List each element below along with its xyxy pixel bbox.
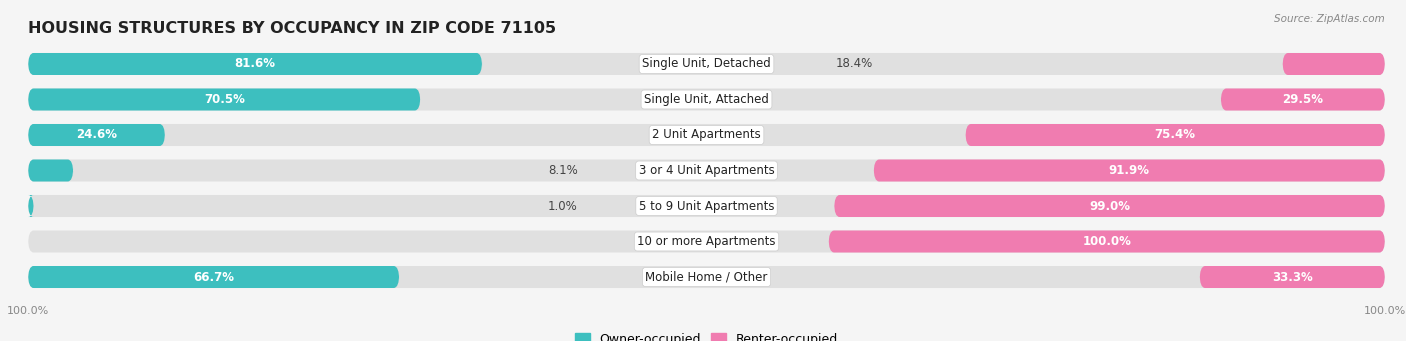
FancyBboxPatch shape (28, 124, 1385, 146)
Text: 5 to 9 Unit Apartments: 5 to 9 Unit Apartments (638, 199, 775, 212)
FancyBboxPatch shape (28, 89, 420, 110)
FancyBboxPatch shape (28, 53, 482, 75)
FancyBboxPatch shape (28, 231, 1385, 252)
FancyBboxPatch shape (873, 160, 1385, 181)
FancyBboxPatch shape (1282, 53, 1385, 75)
Text: 29.5%: 29.5% (1282, 93, 1323, 106)
FancyBboxPatch shape (834, 195, 1385, 217)
Text: 33.3%: 33.3% (1272, 270, 1313, 283)
FancyBboxPatch shape (1220, 89, 1385, 110)
Text: HOUSING STRUCTURES BY OCCUPANCY IN ZIP CODE 71105: HOUSING STRUCTURES BY OCCUPANCY IN ZIP C… (28, 21, 557, 36)
Text: 1.0%: 1.0% (548, 199, 578, 212)
Text: Single Unit, Detached: Single Unit, Detached (643, 58, 770, 71)
Text: 81.6%: 81.6% (235, 58, 276, 71)
Text: Source: ZipAtlas.com: Source: ZipAtlas.com (1274, 14, 1385, 24)
FancyBboxPatch shape (28, 195, 1385, 217)
Legend: Owner-occupied, Renter-occupied: Owner-occupied, Renter-occupied (569, 328, 844, 341)
Text: 10 or more Apartments: 10 or more Apartments (637, 235, 776, 248)
FancyBboxPatch shape (28, 89, 1385, 110)
Text: 99.0%: 99.0% (1090, 199, 1130, 212)
Text: 8.1%: 8.1% (548, 164, 578, 177)
Text: 100.0%: 100.0% (1083, 235, 1132, 248)
FancyBboxPatch shape (28, 160, 73, 181)
Text: 18.4%: 18.4% (835, 58, 873, 71)
Text: 70.5%: 70.5% (204, 93, 245, 106)
Text: 3 or 4 Unit Apartments: 3 or 4 Unit Apartments (638, 164, 775, 177)
Text: 91.9%: 91.9% (1109, 164, 1150, 177)
FancyBboxPatch shape (28, 266, 399, 288)
FancyBboxPatch shape (828, 231, 1385, 252)
Text: Single Unit, Attached: Single Unit, Attached (644, 93, 769, 106)
FancyBboxPatch shape (28, 53, 1385, 75)
FancyBboxPatch shape (28, 266, 1385, 288)
FancyBboxPatch shape (28, 124, 165, 146)
Text: 75.4%: 75.4% (1154, 129, 1195, 142)
FancyBboxPatch shape (1199, 266, 1385, 288)
Text: 24.6%: 24.6% (76, 129, 117, 142)
FancyBboxPatch shape (966, 124, 1385, 146)
Text: 2 Unit Apartments: 2 Unit Apartments (652, 129, 761, 142)
Text: Mobile Home / Other: Mobile Home / Other (645, 270, 768, 283)
FancyBboxPatch shape (28, 160, 1385, 181)
Text: 66.7%: 66.7% (193, 270, 235, 283)
FancyBboxPatch shape (28, 195, 34, 217)
